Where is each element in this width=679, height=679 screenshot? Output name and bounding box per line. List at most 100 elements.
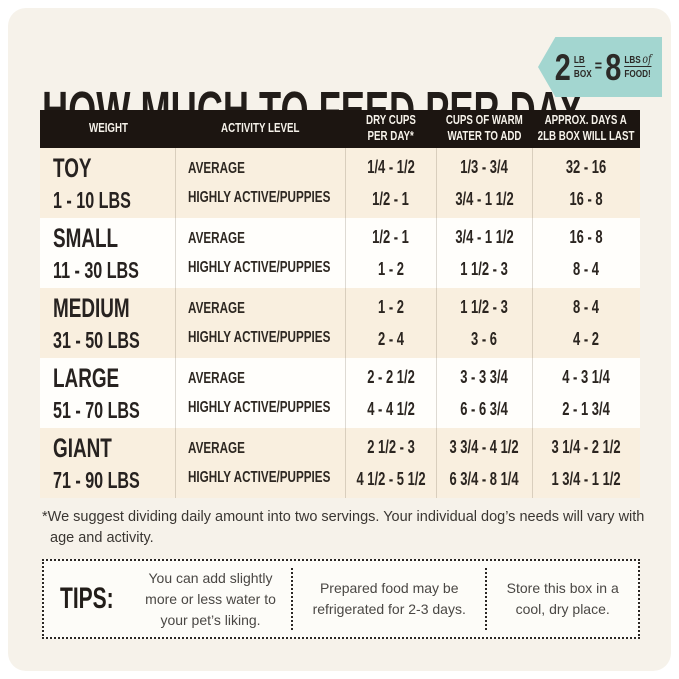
- dry-cups-high: 1 - 2: [378, 259, 404, 279]
- promo-ribbon-badge: 2 LB BOX = 8 LBS of FOOD!: [538, 37, 662, 97]
- activity-cell: AVERAGE HIGHLY ACTIVE/PUPPIES: [175, 148, 345, 218]
- water-high: 3 - 6: [471, 329, 498, 349]
- activity-high: HIGHLY ACTIVE/PUPPIES: [188, 328, 331, 346]
- weight-range: 31 - 50 LBS: [53, 326, 140, 353]
- dry-cups-high: 4 1/2 - 5 1/2: [356, 469, 426, 489]
- dry-cups-cell: 1 - 2 2 - 4: [345, 288, 436, 358]
- days-cell: 4 - 3 1/4 2 - 1 3/4: [532, 358, 640, 428]
- water-average: 3 3/4 - 4 1/2: [449, 437, 520, 457]
- weight-name: TOY: [53, 152, 92, 183]
- table-row-small: SMALL 11 - 30 LBS AVERAGE HIGHLY ACTIVE/…: [40, 218, 640, 288]
- header-dry-cups-line-1: DRY CUPS: [365, 113, 416, 128]
- badge-right-number: 8: [605, 46, 622, 88]
- activity-high: HIGHLY ACTIVE/PUPPIES: [188, 468, 331, 486]
- activity-average: AVERAGE: [188, 299, 245, 317]
- header-days-last-line-2: 2LB BOX WILL LAST: [537, 129, 635, 143]
- days-high: 8 - 4: [573, 259, 600, 279]
- tip-refrigeration: Prepared food may be refrigerated for 2-…: [291, 568, 485, 630]
- weight-range: 11 - 30 LBS: [53, 256, 139, 283]
- dry-cups-high: 1/2 - 1: [372, 189, 410, 209]
- days-average: 32 - 16: [566, 157, 607, 177]
- header-days-last-line-1: APPROX. DAYS A: [544, 113, 628, 128]
- activity-cell: AVERAGE HIGHLY ACTIVE/PUPPIES: [175, 358, 345, 428]
- days-high: 2 - 1 3/4: [562, 399, 611, 419]
- water-cell: 3/4 - 1 1/2 1 1/2 - 3: [436, 218, 532, 288]
- days-high: 4 - 2: [573, 329, 600, 349]
- dry-cups-high: 4 - 4 1/2: [367, 399, 415, 419]
- activity-cell: AVERAGE HIGHLY ACTIVE/PUPPIES: [175, 428, 345, 498]
- activity-cell: AVERAGE HIGHLY ACTIVE/PUPPIES: [175, 288, 345, 358]
- dry-cups-high: 2 - 4: [378, 329, 404, 349]
- tip-storage: Store this box in a cool, dry place.: [485, 568, 638, 630]
- weight-cell: LARGE 51 - 70 LBS: [40, 358, 175, 428]
- days-average: 8 - 4: [573, 297, 600, 317]
- days-cell: 32 - 16 16 - 8: [532, 148, 640, 218]
- tips-label-text: TIPS:: [60, 582, 114, 615]
- badge-equals: =: [594, 58, 603, 75]
- feeding-table: WEIGHT ACTIVITY LEVEL DRY CUPS PER DAY* …: [40, 110, 640, 498]
- header-days-last: APPROX. DAYS A 2LB BOX WILL LAST: [532, 113, 640, 144]
- activity-average: AVERAGE: [188, 369, 245, 387]
- header-weight-line: WEIGHT: [89, 121, 128, 136]
- dry-cups-average: 1 - 2: [378, 297, 404, 317]
- dry-cups-cell: 2 1/2 - 3 4 1/2 - 5 1/2: [345, 428, 436, 498]
- weight-name: GIANT: [53, 432, 112, 463]
- badge-right-unit-top: LBS: [624, 53, 641, 66]
- table-row-giant: GIANT 71 - 90 LBS AVERAGE HIGHLY ACTIVE/…: [40, 428, 640, 498]
- dry-cups-average: 2 1/2 - 3: [367, 437, 415, 457]
- weight-range: 71 - 90 LBS: [53, 466, 140, 493]
- weight-cell: SMALL 11 - 30 LBS: [40, 218, 175, 288]
- water-high: 3/4 - 1 1/2: [455, 189, 514, 209]
- dry-cups-cell: 1/2 - 1 1 - 2: [345, 218, 436, 288]
- dry-cups-cell: 1/4 - 1/2 1/2 - 1: [345, 148, 436, 218]
- days-cell: 3 1/4 - 2 1/2 1 3/4 - 1 1/2: [532, 428, 640, 498]
- badge-right-unit-bottom: FOOD!: [624, 68, 651, 80]
- table-row-toy: TOY 1 - 10 LBS AVERAGE HIGHLY ACTIVE/PUP…: [40, 148, 640, 218]
- activity-average: AVERAGE: [188, 439, 245, 457]
- days-cell: 8 - 4 4 - 2: [532, 288, 640, 358]
- tip-water-adjustment: You can add slightly more or less water …: [145, 569, 276, 628]
- promo-badge-content: 2 LB BOX = 8 LBS of FOOD!: [549, 49, 652, 86]
- days-average: 16 - 8: [569, 227, 604, 247]
- weight-range: 1 - 10 LBS: [53, 186, 131, 213]
- water-cell: 1 1/2 - 3 3 - 6: [436, 288, 532, 358]
- badge-left-unit-top: LB: [573, 53, 585, 67]
- water-average: 3/4 - 1 1/2: [455, 227, 514, 247]
- water-average: 1/3 - 3/4: [460, 157, 509, 177]
- tips-label: TIPS:: [44, 561, 130, 637]
- header-dry-cups: DRY CUPS PER DAY*: [345, 113, 436, 144]
- header-warm-water-line-1: CUPS OF WARM: [445, 113, 523, 128]
- badge-script-of: of: [642, 52, 652, 67]
- tips-box: TIPS: You can add slightly more or less …: [42, 559, 640, 639]
- dry-cups-average: 2 - 2 1/2: [367, 367, 415, 387]
- weight-range: 51 - 70 LBS: [53, 396, 140, 423]
- activity-average: AVERAGE: [188, 159, 245, 177]
- dry-cups-average: 1/2 - 1: [372, 227, 410, 247]
- days-cell: 16 - 8 8 - 4: [532, 218, 640, 288]
- water-high: 6 - 6 3/4: [460, 399, 509, 419]
- activity-high: HIGHLY ACTIVE/PUPPIES: [188, 258, 331, 276]
- activity-cell: AVERAGE HIGHLY ACTIVE/PUPPIES: [175, 218, 345, 288]
- weight-cell: MEDIUM 31 - 50 LBS: [40, 288, 175, 358]
- table-row-large: LARGE 51 - 70 LBS AVERAGE HIGHLY ACTIVE/…: [40, 358, 640, 428]
- table-row-medium: MEDIUM 31 - 50 LBS AVERAGE HIGHLY ACTIVE…: [40, 288, 640, 358]
- badge-left-number: 2: [554, 46, 571, 88]
- header-dry-cups-line-2: PER DAY*: [367, 129, 414, 143]
- badge-right-fraction: LBS of FOOD!: [624, 52, 652, 80]
- weight-name: LARGE: [53, 362, 120, 393]
- dry-cups-average: 1/4 - 1/2: [367, 157, 415, 177]
- weight-name: MEDIUM: [53, 292, 130, 323]
- water-average: 1 1/2 - 3: [460, 297, 509, 317]
- activity-average: AVERAGE: [188, 229, 245, 247]
- feeding-guide-card: HOW MUCH TO FEED PER DAY 2 LB BOX = 8 LB…: [8, 8, 671, 671]
- header-activity-level: ACTIVITY LEVEL: [175, 121, 345, 137]
- water-high: 6 3/4 - 8 1/4: [449, 469, 520, 489]
- dry-cups-cell: 2 - 2 1/2 4 - 4 1/2: [345, 358, 436, 428]
- activity-high: HIGHLY ACTIVE/PUPPIES: [188, 398, 331, 416]
- footnote: *We suggest dividing daily amount into t…: [42, 509, 645, 547]
- activity-high: HIGHLY ACTIVE/PUPPIES: [188, 188, 331, 206]
- weight-cell: TOY 1 - 10 LBS: [40, 148, 175, 218]
- header-warm-water: CUPS OF WARM WATER TO ADD: [436, 113, 532, 144]
- table-header-row: WEIGHT ACTIVITY LEVEL DRY CUPS PER DAY* …: [40, 110, 640, 148]
- water-average: 3 - 3 3/4: [460, 367, 509, 387]
